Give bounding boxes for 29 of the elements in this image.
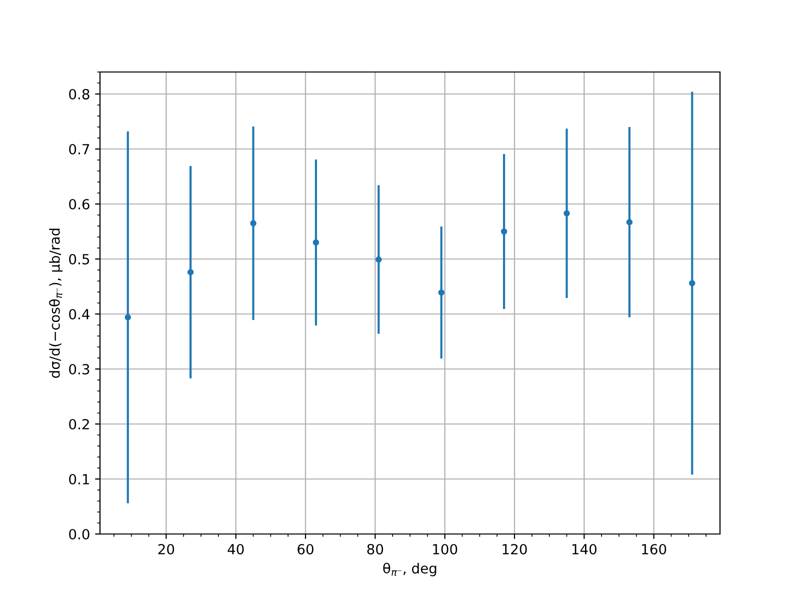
y-tick-label: 0.6 [69, 198, 90, 210]
x-tick-label: 160 [642, 544, 666, 554]
y-tick-label: 0.2 [69, 418, 89, 430]
y-tick-label: 0.0 [69, 528, 90, 540]
x-axis-title: θ$_{π⁻}$, deg [383, 562, 436, 576]
x-tick-label: 120 [502, 544, 527, 554]
point [124, 314, 131, 320]
point [564, 210, 570, 216]
y-tick-label: 0.3 [69, 364, 90, 374]
point [312, 239, 320, 246]
y-tick-label: 0.8 [69, 88, 90, 100]
point [438, 289, 444, 296]
x-tick-label: 40 [228, 544, 244, 554]
y-tick-label: 0.7 [69, 144, 90, 154]
point [689, 280, 696, 286]
point [626, 219, 633, 226]
point [376, 256, 382, 263]
x-tick-label: 60 [298, 544, 314, 554]
y-tick-label: 0.4 [69, 308, 90, 320]
x-tick-label: 20 [158, 544, 174, 554]
y-tick-label: 0.1 [69, 474, 89, 484]
x-tick-label: 100 [433, 544, 458, 554]
y-tick-label: 0.5 [69, 254, 90, 264]
point [250, 220, 256, 226]
x-tick-label: 140 [572, 544, 596, 554]
y-axis-title: dσ/d(−cosθ$_{π⁻}$), μb/rad [49, 228, 63, 378]
point [500, 228, 508, 235]
x-tick-label: 80 [367, 544, 384, 554]
point [187, 269, 194, 276]
